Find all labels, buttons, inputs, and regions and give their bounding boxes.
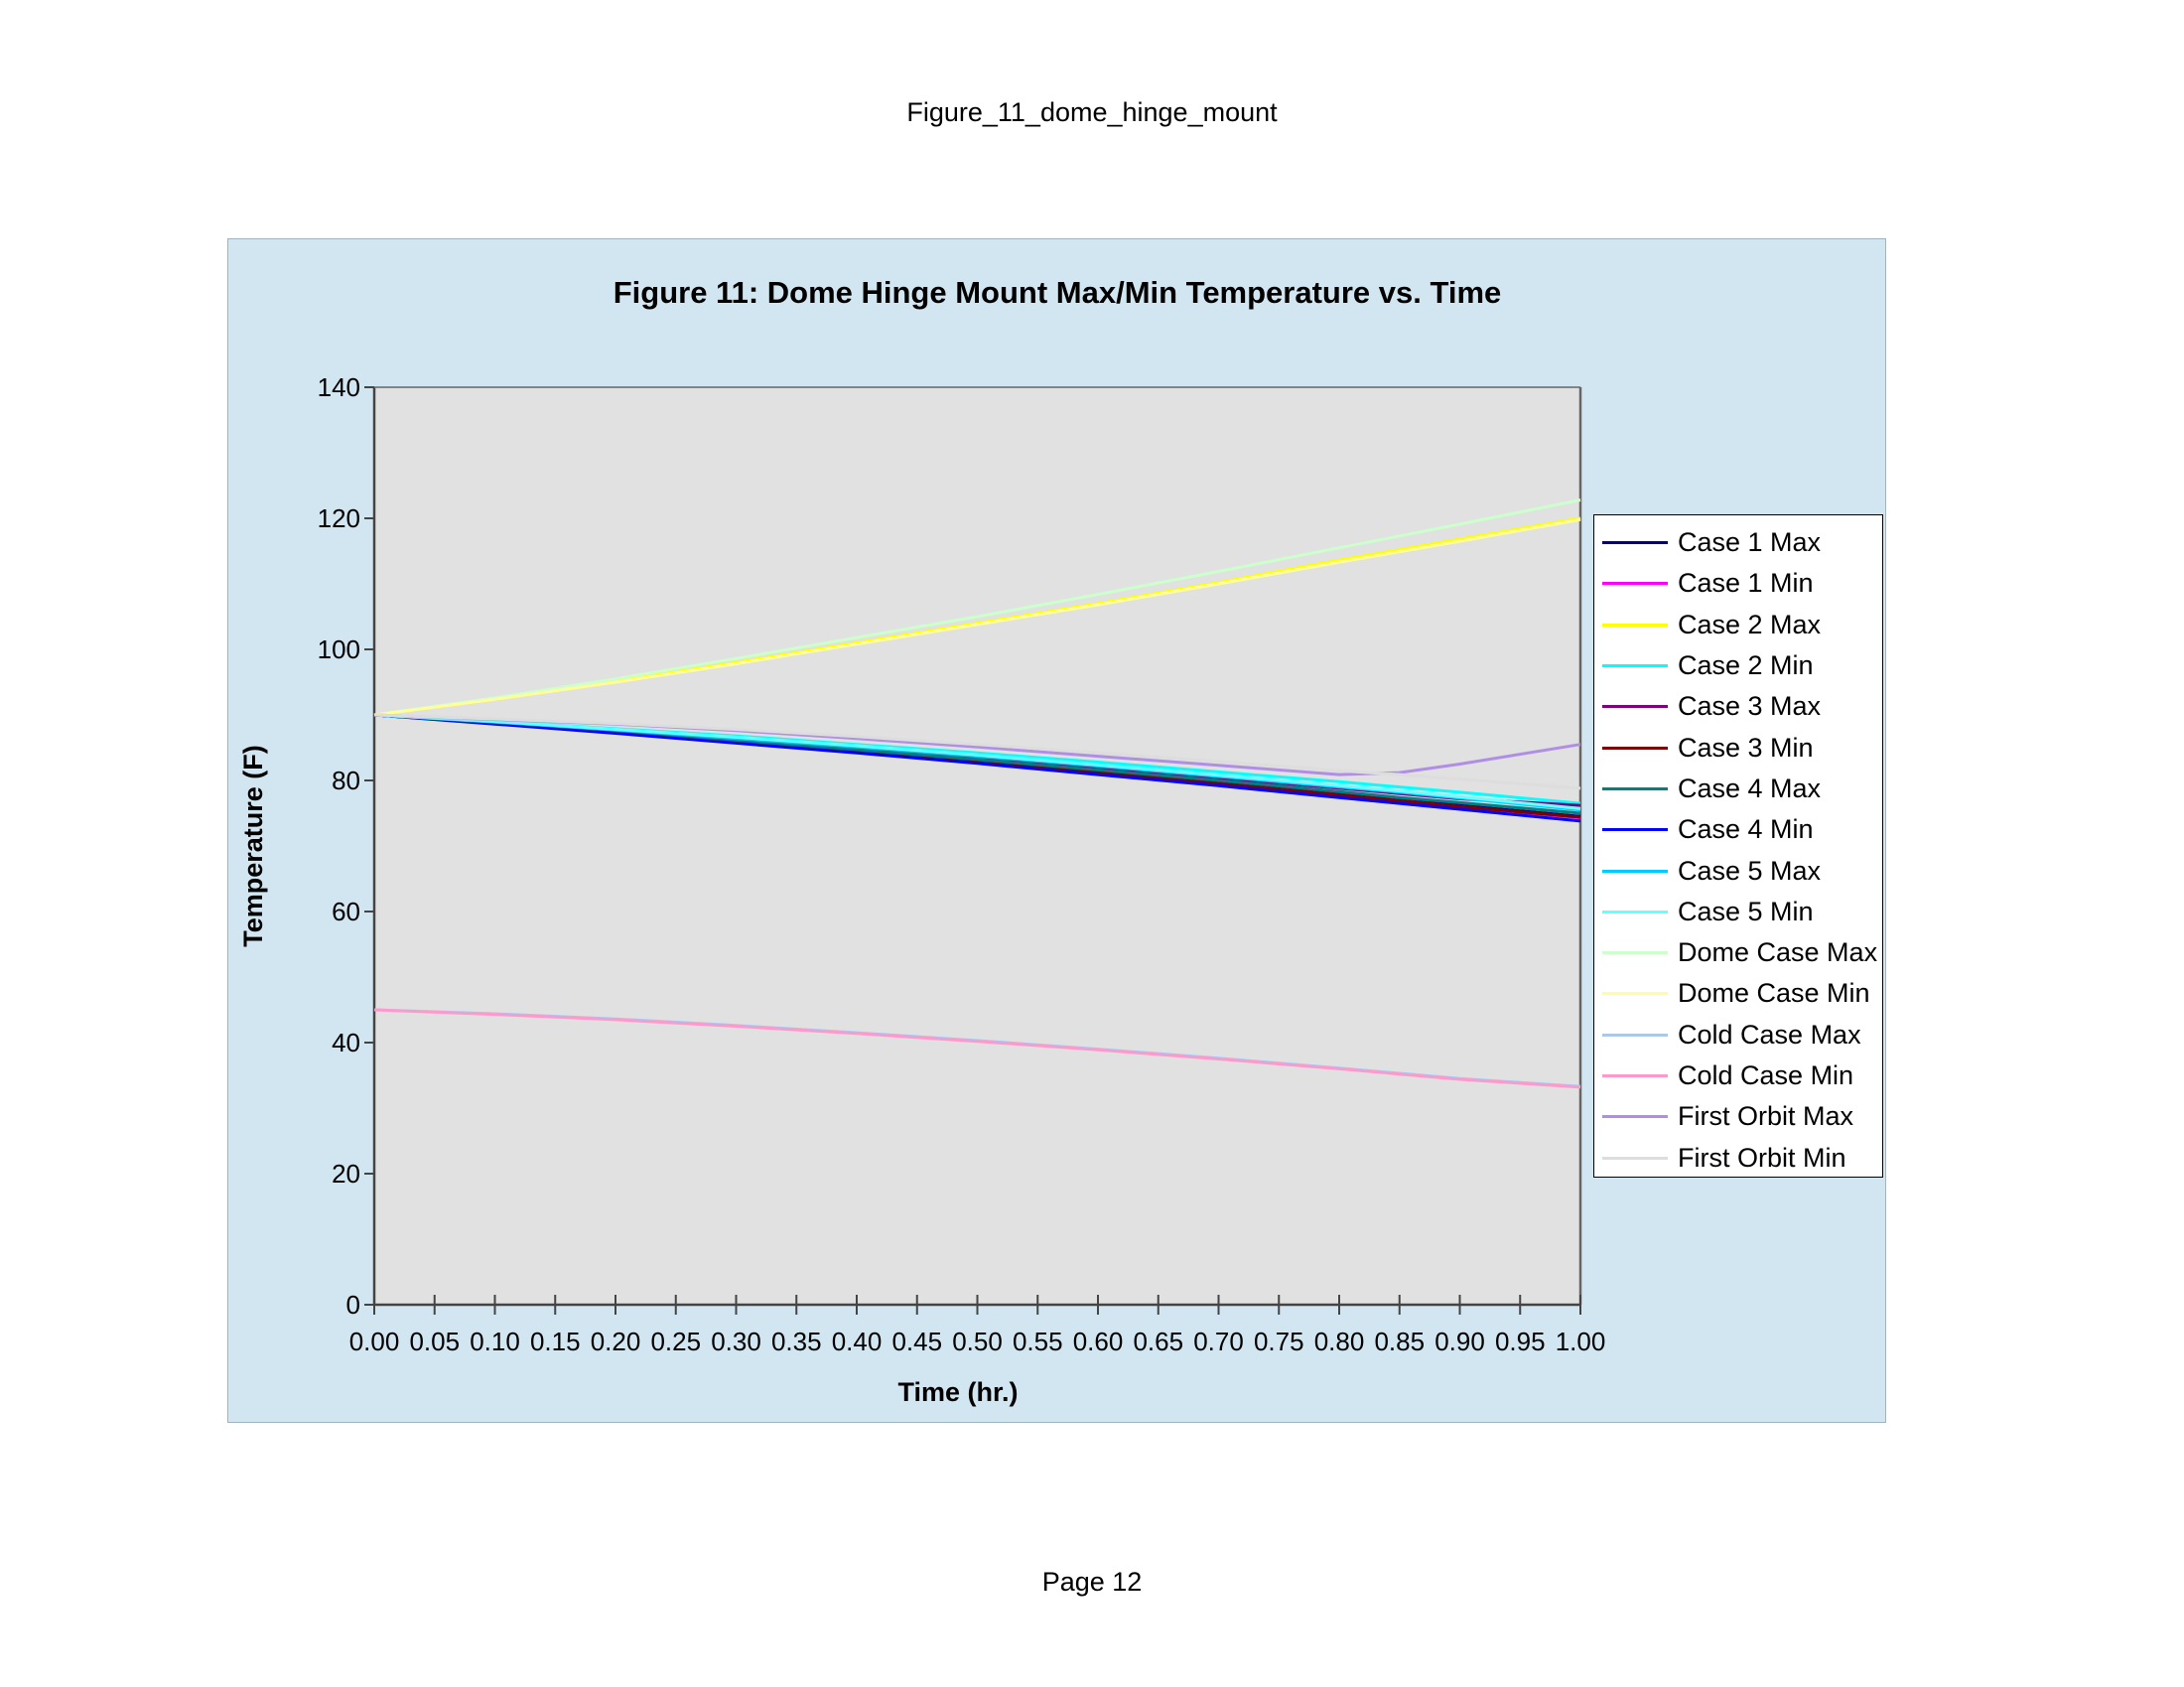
x-tick-label: 0.20 [591,1327,641,1356]
legend-swatch [1602,541,1668,545]
x-tick-label: 0.05 [409,1327,460,1356]
legend-item: First Orbit Min [1594,1137,1882,1178]
legend-swatch [1602,1156,1668,1160]
legend-swatch [1602,664,1668,668]
x-tick-label: 0.40 [832,1327,883,1356]
legend-item: Case 3 Min [1594,727,1882,768]
legend-swatch [1602,1115,1668,1119]
legend-swatch [1602,786,1668,790]
legend-label: First Orbit Min [1678,1142,1846,1173]
legend-item: Case 2 Min [1594,645,1882,686]
x-tick-label: 0.55 [1013,1327,1063,1356]
legend-label: Case 4 Max [1678,773,1822,803]
legend-item: Case 4 Min [1594,809,1882,850]
legend-label: Case 3 Min [1678,732,1814,763]
legend-swatch [1602,992,1668,996]
x-tick-label: 1.00 [1556,1327,1606,1356]
legend-item: Cold Case Min [1594,1055,1882,1096]
x-tick-label: 0.15 [530,1327,581,1356]
legend-label: Dome Case Max [1678,937,1878,968]
series-line-cold-case-min [373,1008,1581,1089]
x-tick-label: 0.95 [1495,1327,1546,1356]
series-line-dome-case-max [373,498,1581,717]
page-header: Figure_11_dome_hinge_mount [906,97,1278,127]
y-tick-label: 80 [332,766,360,795]
x-tick-label: 0.45 [891,1327,942,1356]
y-tick-label: 0 [346,1290,360,1320]
series-line-case-4-min [373,713,1581,823]
legend-label: Case 5 Min [1678,896,1814,926]
legend-label: Case 1 Max [1678,527,1822,558]
legend-swatch [1602,1033,1668,1037]
legend-item: Case 1 Max [1594,522,1882,563]
x-tick-label: 0.90 [1434,1327,1485,1356]
legend-swatch [1602,623,1668,627]
y-axis-label: Temperature (F) [238,745,268,947]
legend-item: Case 3 Max [1594,686,1882,727]
legend-swatch [1602,1074,1668,1077]
x-axis-label: Time (hr.) [897,1377,1018,1407]
legend-item: Case 4 Max [1594,769,1882,809]
legend-swatch [1602,828,1668,832]
legend-label: Case 5 Max [1678,855,1822,886]
legend-item: Case 2 Max [1594,605,1882,645]
legend-item: Case 5 Min [1594,892,1882,932]
legend-swatch [1602,582,1668,586]
chart-title: Figure 11: Dome Hinge Mount Max/Min Temp… [614,275,1502,310]
x-tick-label: 0.75 [1254,1327,1304,1356]
x-tick-label: 0.50 [952,1327,1003,1356]
y-tick-label: 100 [318,634,360,664]
y-tick-label: 120 [318,503,360,533]
legend-item: Case 5 Max [1594,850,1882,891]
legend-item: Dome Case Max [1594,932,1882,973]
y-tick-label: 40 [332,1028,360,1057]
x-tick-label: 0.10 [470,1327,520,1356]
legend-label: Case 2 Min [1678,650,1814,681]
legend-item: Dome Case Min [1594,973,1882,1014]
x-tick-label: 0.70 [1193,1327,1244,1356]
x-tick-label: 0.60 [1073,1327,1124,1356]
legend-item: Cold Case Max [1594,1015,1882,1055]
series-line-first-orbit-min [373,713,1581,790]
legend-label: Cold Case Min [1678,1060,1854,1090]
legend-label: Case 4 Min [1678,814,1814,845]
series-lines [373,498,1581,1089]
plot-area [373,386,1581,1306]
legend-label: Dome Case Min [1678,978,1870,1009]
axes: 0 20 40 60 80 100 120 140 0.00 0.05 0.10 0.15 0.20 0.… [318,372,1606,1356]
x-tick-label: 0.00 [349,1327,400,1356]
legend-swatch [1602,869,1668,873]
legend-swatch [1602,951,1668,955]
legend-label: First Orbit Max [1678,1101,1854,1132]
y-tick-label: 60 [332,897,360,926]
series-line-dome-case-min [373,517,1581,717]
y-tick-label: 20 [332,1159,360,1189]
legend-label: Case 2 Max [1678,609,1822,639]
page-footer: Page 12 [1041,1567,1143,1597]
legend-swatch [1602,910,1668,914]
legend-swatch [1602,705,1668,709]
legend-label: Cold Case Max [1678,1019,1861,1050]
legend-label: Case 1 Min [1678,568,1814,599]
x-tick-label: 0.25 [650,1327,701,1356]
legend-item: First Orbit Max [1594,1096,1882,1137]
series-line-case-5-min [373,713,1581,810]
x-tick-label: 0.30 [711,1327,761,1356]
y-tick-label: 140 [318,372,360,402]
x-tick-label: 0.35 [771,1327,822,1356]
line-chart: Figure 11: Dome Hinge Mount Max/Min Temp… [238,275,1606,1407]
chart-legend: Case 1 Max Case 1 Min Case 2 Max Case 2 Min… [1593,514,1883,1178]
x-tick-label: 0.65 [1133,1327,1183,1356]
x-tick-label: 0.80 [1314,1327,1365,1356]
legend-item: Case 1 Min [1594,563,1882,604]
legend-label: Case 3 Max [1678,691,1822,722]
legend-swatch [1602,746,1668,750]
x-tick-label: 0.85 [1374,1327,1425,1356]
